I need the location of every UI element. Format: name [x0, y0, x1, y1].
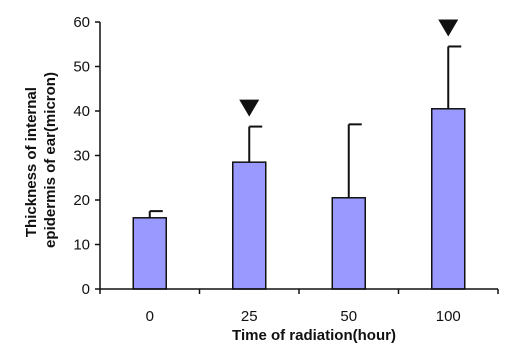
- y-axis-title-line-1: Thickness of internal: [23, 87, 40, 237]
- x-tick-label: 25: [241, 308, 258, 325]
- x-tick-label: 50: [340, 308, 357, 325]
- x-axis-ticks: [99, 289, 499, 294]
- bars: [132, 108, 466, 290]
- bar-50: [331, 197, 366, 290]
- y-tick-label: 60: [73, 14, 90, 31]
- y-tick-label: 20: [73, 192, 90, 209]
- x-tick-label: 0: [146, 308, 154, 325]
- x-tick-label: 100: [436, 308, 461, 325]
- x-axis-tick-labels: 0 25 50 100: [146, 308, 461, 325]
- x-axis-title: Time of radiation(hour): [232, 327, 396, 344]
- y-axis-title: Thickness of internal epidermis of ear(m…: [23, 72, 59, 248]
- y-tick-label: 30: [73, 148, 90, 165]
- y-tick-label: 10: [73, 237, 90, 254]
- y-axis-ticks: [95, 21, 100, 290]
- significance-markers: [239, 19, 459, 117]
- y-axis-title-line-2: epidermis of ear(micron): [42, 72, 59, 248]
- significance-triangle-icon: [438, 19, 459, 37]
- y-axis-tick-labels: 0 10 20 30 40 50 60: [73, 14, 90, 298]
- y-tick-label: 40: [73, 103, 90, 120]
- y-tick-label: 0: [82, 281, 90, 298]
- y-tick-label: 50: [73, 59, 90, 76]
- bar-25: [232, 161, 267, 290]
- error-bars: [148, 45, 462, 218]
- bar-0: [132, 217, 167, 290]
- bar-100: [431, 108, 466, 290]
- significance-triangle-icon: [239, 99, 260, 117]
